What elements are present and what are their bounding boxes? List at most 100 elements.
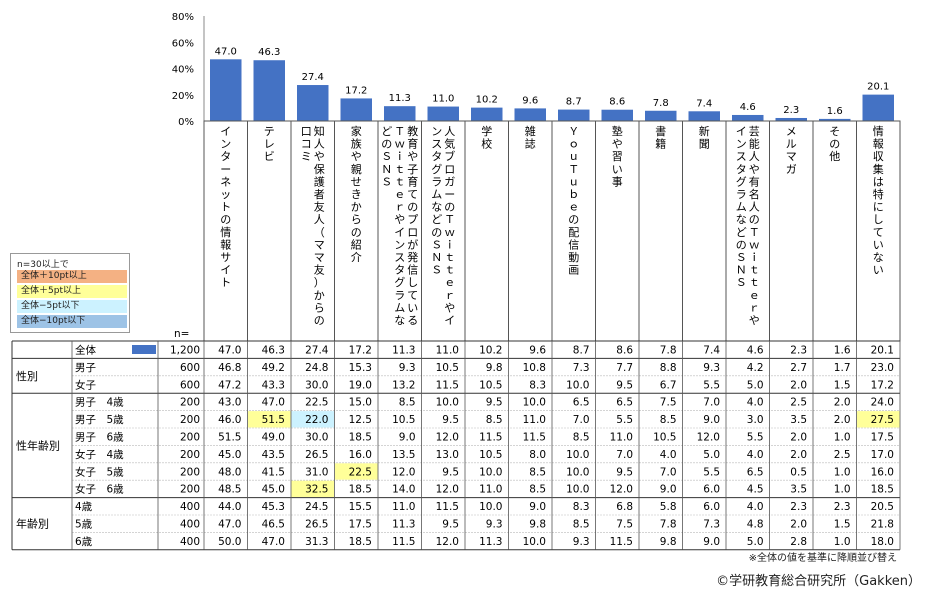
table-cell: 2.7 (790, 362, 807, 374)
table-cell: 4.8 (747, 519, 764, 531)
table-cell: 15.0 (349, 397, 372, 409)
table-cell: 3.0 (747, 414, 764, 426)
table-cell: 7.0 (703, 397, 720, 409)
row-n: 200 (180, 466, 200, 478)
category-label: 雑誌 (525, 124, 536, 151)
table-cell: 8.6 (616, 345, 633, 357)
row-label: 男子 6歳 (75, 432, 124, 444)
table-cell: 11.3 (392, 345, 415, 357)
table-cell: 27.5 (871, 414, 894, 426)
table-cell: 4.0 (747, 449, 764, 461)
highlight-cell (335, 463, 378, 480)
table-cell: 47.0 (262, 397, 285, 409)
table-cell: 10.0 (566, 379, 589, 391)
table-cell: 2.5 (834, 449, 851, 461)
table-cell: 10.0 (479, 501, 502, 513)
row-n: 200 (180, 449, 200, 461)
y-tick-label: 20% (172, 91, 194, 102)
table-cell: 22.5 (349, 466, 372, 478)
table-cell: 43.3 (262, 379, 285, 391)
table-cell: 6.7 (660, 379, 677, 391)
table-cell: 11.0 (610, 432, 633, 444)
table-cell: 18.5 (871, 484, 894, 496)
table-cell: 6.8 (616, 501, 633, 513)
category-label: 知人や保護者友人（ママ友）からの口コミ (301, 124, 325, 327)
table-cell: 23.0 (871, 362, 894, 374)
table-cell: 2.3 (834, 501, 851, 513)
bar-value-label: 20.1 (867, 82, 889, 93)
row-label: 男子 4歳 (75, 397, 124, 409)
table-cell: 9.5 (442, 519, 459, 531)
table-cell: 51.5 (218, 432, 241, 444)
bar (862, 94, 894, 121)
table-cell: 6.5 (573, 397, 590, 409)
table-cell: 13.0 (436, 449, 459, 461)
table-cell: 9.0 (703, 536, 720, 548)
table-cell: 1.5 (834, 519, 851, 531)
table-cell: 5.5 (616, 414, 633, 426)
table-cell: 9.8 (486, 362, 503, 374)
table-cell: 0.5 (790, 466, 807, 478)
table-cell: 7.3 (573, 362, 590, 374)
table-cell: 1.6 (834, 345, 851, 357)
bar (253, 60, 285, 121)
bar-value-label: 7.8 (653, 98, 669, 109)
bar (645, 110, 677, 121)
bar-value-label: 7.4 (696, 98, 712, 109)
table-cell: 49.0 (262, 432, 285, 444)
table-cell: 9.6 (529, 345, 546, 357)
table-cell: 30.0 (305, 432, 328, 444)
row-label: 女子 5歳 (75, 465, 124, 478)
table-cell: 11.0 (479, 484, 502, 496)
table-cell: 10.0 (566, 449, 589, 461)
table-cell: 7.5 (660, 397, 677, 409)
highlight-legend: n=30以上で 全体＋10pt以上 全体＋5pt以上 全体−5pt以下 全体−1… (10, 253, 130, 333)
bar (819, 118, 851, 121)
table-cell: 14.0 (392, 484, 415, 496)
y-tick-label: 80% (172, 12, 194, 23)
table-cell: 10.5 (653, 432, 676, 444)
table-cell: 11.5 (479, 432, 502, 444)
highlight-cell (291, 411, 334, 428)
table-cell: 12.0 (436, 536, 459, 548)
table-cell: 2.0 (790, 379, 807, 391)
copyright: ©学研教育総合研究所（Gakken） (716, 574, 921, 589)
legend-minus5: 全体−5pt以下 (17, 300, 127, 313)
table-cell: 10.0 (566, 466, 589, 478)
row-n: 600 (180, 379, 200, 391)
bar-value-label: 4.6 (740, 102, 756, 113)
table-cell: 17.2 (349, 345, 372, 357)
row-label: 女子 (75, 378, 96, 391)
table-cell: 2.3 (790, 501, 807, 513)
table-cell: 9.5 (442, 414, 459, 426)
table-cell: 26.5 (305, 519, 328, 531)
table-cell: 18.5 (349, 536, 372, 548)
group-label: 年齢別 (16, 517, 49, 531)
highlight-cell (248, 411, 291, 428)
table-cell: 48.5 (218, 484, 241, 496)
table-cell: 10.0 (479, 466, 502, 478)
table-cell: 4.0 (747, 397, 764, 409)
table-cell: 11.5 (436, 379, 459, 391)
table-cell: 17.5 (871, 432, 894, 444)
table-cell: 45.3 (262, 501, 285, 513)
table-cell: 10.2 (479, 345, 502, 357)
bar-value-label: 9.6 (522, 95, 538, 106)
bar (601, 109, 633, 121)
table-cell: 2.0 (790, 449, 807, 461)
category-label: インターネットの情報サイト (220, 125, 231, 289)
table-cell: 7.7 (616, 362, 633, 374)
bar (732, 114, 764, 121)
table-cell: 2.0 (834, 414, 851, 426)
bar-value-label: 27.4 (302, 72, 324, 83)
table-cell: 43.0 (218, 397, 241, 409)
table-cell: 13.5 (392, 449, 415, 461)
table-cell: 10.5 (479, 379, 502, 391)
table-cell: 48.0 (218, 466, 241, 478)
table-cell: 1.0 (834, 484, 851, 496)
table-cell: 12.0 (436, 432, 459, 444)
category-label: 学校 (481, 124, 492, 151)
table-cell: 8.0 (529, 449, 546, 461)
row-n: 400 (180, 501, 200, 513)
